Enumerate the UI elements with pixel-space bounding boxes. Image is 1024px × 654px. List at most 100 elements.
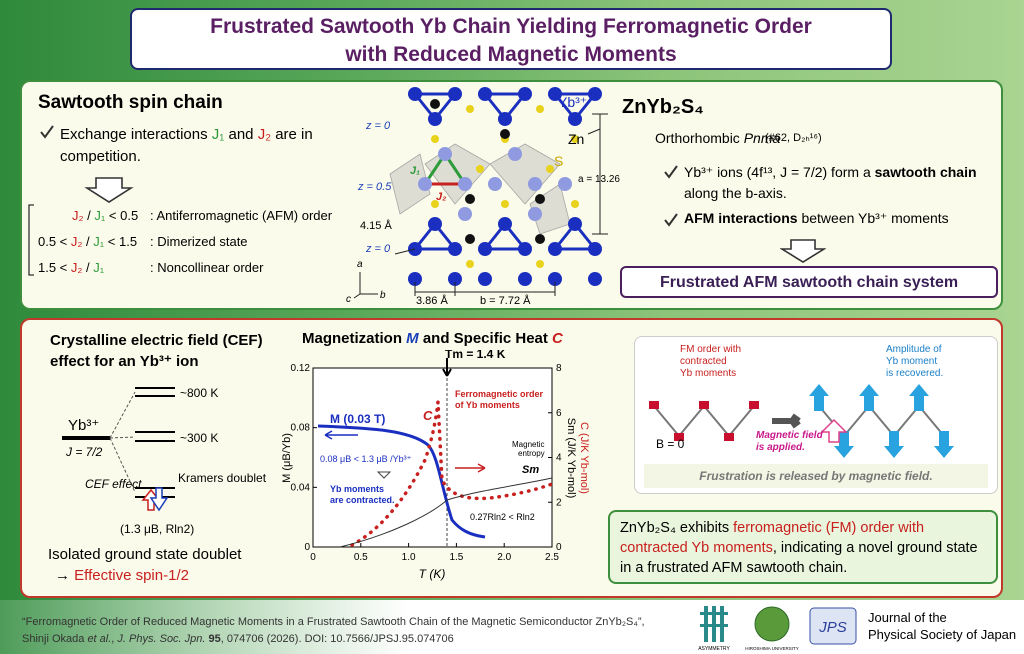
symmetry: Orthorhombic Pnma (655, 130, 780, 146)
label: is recovered. (886, 368, 943, 379)
element (431, 200, 439, 208)
y2-axis-label: C (J/K Yb-mol) (578, 422, 590, 494)
shape (551, 221, 599, 251)
text: 0.5 < (38, 234, 71, 249)
element: Tm = 1.4 K M (0.03 T) C Ferromagnetic or… (281, 350, 590, 581)
text: Crystalline electric field (CEF) (50, 332, 263, 349)
logos: ASYMMETRY HIROSHIMA UNIVERSITY JPS Journ… (698, 606, 1016, 652)
element (649, 401, 759, 441)
condition-state: : Antiferromagnetic (AFM) order (150, 208, 333, 223)
bullet-text: AFM interactions between Yb³⁺ moments (684, 210, 984, 227)
shape (780, 239, 826, 263)
element (458, 207, 472, 221)
crystal-structure: Yb³⁺ Zn S z = 0 z = 0.5 z = 0 J₁ J₂ a = … (346, 87, 620, 307)
element (465, 194, 475, 204)
shape (884, 431, 904, 458)
element (408, 87, 602, 286)
label: Yb³⁺ (68, 417, 99, 434)
element (535, 194, 545, 204)
element (568, 217, 582, 231)
text: Pnma (743, 130, 781, 146)
y2-tick-label: 6 (556, 408, 562, 419)
text: C (552, 330, 563, 347)
fm-diagram: FM order with contracted Yb moments Ampl… (644, 344, 988, 488)
annotation: Sm (522, 464, 539, 476)
text: J₁ (93, 234, 105, 249)
label: b = 7.72 Å (480, 294, 531, 307)
element (478, 272, 492, 286)
title-box: Frustrated Sawtooth Yb Chain Yielding Fe… (130, 8, 892, 70)
condition: J₂ / J₁ < 0.5 (72, 208, 138, 223)
element (588, 242, 602, 256)
shape (772, 413, 801, 429)
text: J. Phys. Soc. Jpn. (117, 633, 206, 645)
label: contracted (680, 356, 727, 367)
element (588, 87, 602, 101)
condition-state: : Dimerized state (150, 234, 248, 249)
shape (481, 92, 529, 122)
check-icon (40, 125, 54, 139)
cef-diagram: Yb³⁺ J = 7/2 ~800 K ~300 K CEF effect Kr… (62, 386, 267, 536)
element (536, 105, 544, 113)
element (536, 260, 544, 268)
element (408, 87, 422, 101)
label: Kramers doublet (178, 471, 267, 485)
shape (551, 92, 599, 122)
annotation: Tm = 1.4 K (445, 350, 506, 361)
label: z = 0.5 (357, 181, 392, 193)
shape (859, 384, 879, 411)
element (430, 99, 545, 244)
bracket (28, 204, 34, 276)
label: Magnetic field (756, 430, 824, 441)
summary-box: ZnYb₂S₄ exhibits ferromagnetic (FM) orde… (608, 510, 998, 584)
text: / (82, 234, 94, 249)
element (466, 105, 474, 113)
text: J₁ (211, 126, 225, 143)
shape (664, 165, 678, 179)
check-icon (664, 213, 678, 227)
shape (809, 384, 829, 411)
shape (411, 221, 459, 251)
text: < 1.5 (104, 234, 138, 249)
text: ferromagnetic (FM) order with contracted… (620, 520, 925, 556)
label: B = 0 (656, 437, 685, 451)
element (498, 217, 512, 231)
shape (414, 282, 556, 296)
element (498, 112, 512, 126)
logo-text: ASYMMETRY (698, 646, 730, 652)
text: and (224, 126, 258, 143)
element (754, 606, 790, 642)
element (649, 401, 659, 409)
annotation: Magnetic (512, 440, 544, 449)
y-tick-label: 0 (304, 542, 310, 553)
text: and Specific Heat (418, 330, 553, 347)
element (518, 242, 532, 256)
text: J₂ (70, 260, 83, 275)
shape (135, 387, 175, 498)
element (809, 607, 857, 645)
element (448, 242, 462, 256)
text: are in competition. (60, 126, 313, 165)
x-tick-label: 0.5 (354, 552, 368, 563)
y-axis-label: M (μB/Yb) (281, 433, 293, 483)
shape (820, 418, 848, 443)
label: z = 0 (365, 120, 391, 132)
text: J₂ (257, 126, 272, 143)
text: “Ferromagnetic Order of Reduced Magnetic… (22, 616, 645, 628)
shape (653, 404, 755, 438)
label: J₁ (410, 165, 420, 177)
element (674, 433, 684, 441)
figure-title: Magnetization M and Specific Heat C (302, 330, 563, 347)
label: FM order with (680, 344, 741, 355)
element (749, 401, 759, 409)
label: ~800 K (180, 386, 218, 400)
text: Effective spin-1/2 (74, 567, 189, 584)
text: along the b-axis. (684, 185, 787, 201)
label: Yb³⁺ (558, 94, 587, 110)
text: → (55, 567, 75, 584)
caption: Frustration is released by magnetic fiel… (699, 469, 932, 483)
label: is applied. (756, 442, 805, 453)
element (588, 272, 602, 286)
element (700, 612, 728, 615)
journal: Physical Society of Japan (868, 627, 1016, 642)
